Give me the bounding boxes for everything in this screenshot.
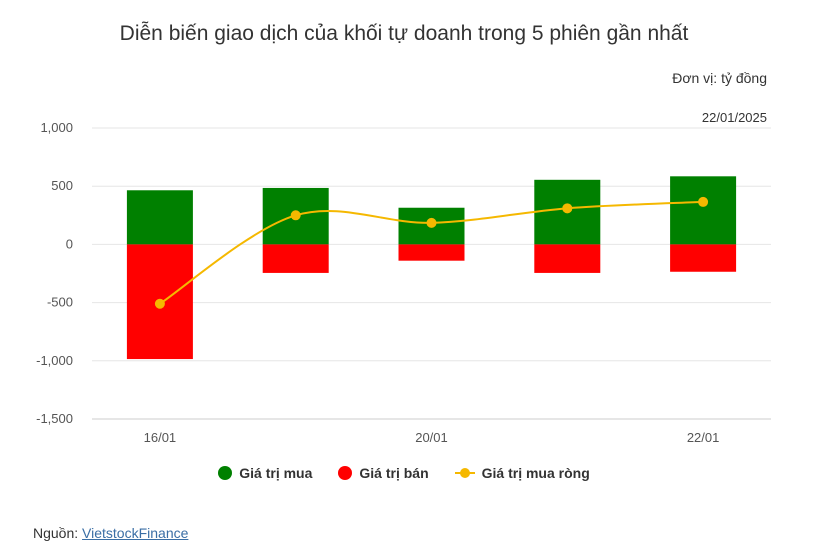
source-label: Nguồn: [33, 525, 83, 541]
net-point [426, 217, 437, 228]
chart-area: 1,000 500 0 -500 -1,000 -1,500 16/01 20/01 22/01 [36, 120, 771, 445]
unit-label: Đơn vị: tỷ đồng [672, 70, 767, 86]
y-tick-label: 0 [66, 236, 73, 251]
bar-buy [670, 176, 737, 245]
bar-sell [262, 244, 329, 273]
y-tick-label: 500 [51, 178, 73, 193]
chart-title: Diễn biến giao dịch của khối tự doanh tr… [119, 22, 689, 45]
net-point [290, 210, 301, 221]
bar-sell [398, 244, 465, 261]
net-point [562, 203, 573, 214]
date-label: 22/01/2025 [701, 110, 767, 125]
legend-net-swatch [454, 466, 475, 480]
legend-sell-label: Giá trị bán [359, 465, 429, 481]
y-tick-label: -500 [47, 295, 73, 310]
net-point [698, 196, 709, 207]
legend-sell-swatch [338, 466, 353, 480]
x-tick-label: 22/01 [687, 430, 720, 445]
y-tick-label: 1,000 [40, 120, 73, 135]
x-tick-label: 16/01 [144, 430, 177, 445]
legend-buy-label: Giá trị mua [239, 465, 313, 481]
net-point [154, 298, 165, 309]
x-tick-label: 20/01 [415, 430, 448, 445]
legend-item-buy[interactable]: Giá trị mua [218, 465, 312, 481]
y-tick-label: -1,000 [36, 353, 73, 368]
source-link[interactable]: VietstockFinance [82, 525, 189, 541]
legend-item-sell[interactable]: Giá trị bán [338, 465, 429, 481]
y-tick-label: -1,500 [36, 411, 73, 426]
source-note: Nguồn: VietstockFinance [33, 525, 188, 541]
legend-buy-swatch [218, 466, 233, 480]
bar-sell [534, 244, 601, 273]
bar-buy [126, 190, 193, 245]
legend: Giá trị mua Giá trị bán Giá trị mua ròng [0, 465, 808, 481]
bar-sell [670, 244, 737, 272]
legend-net-label: Giá trị mua ròng [481, 465, 590, 481]
legend-item-net[interactable]: Giá trị mua ròng [454, 465, 590, 481]
